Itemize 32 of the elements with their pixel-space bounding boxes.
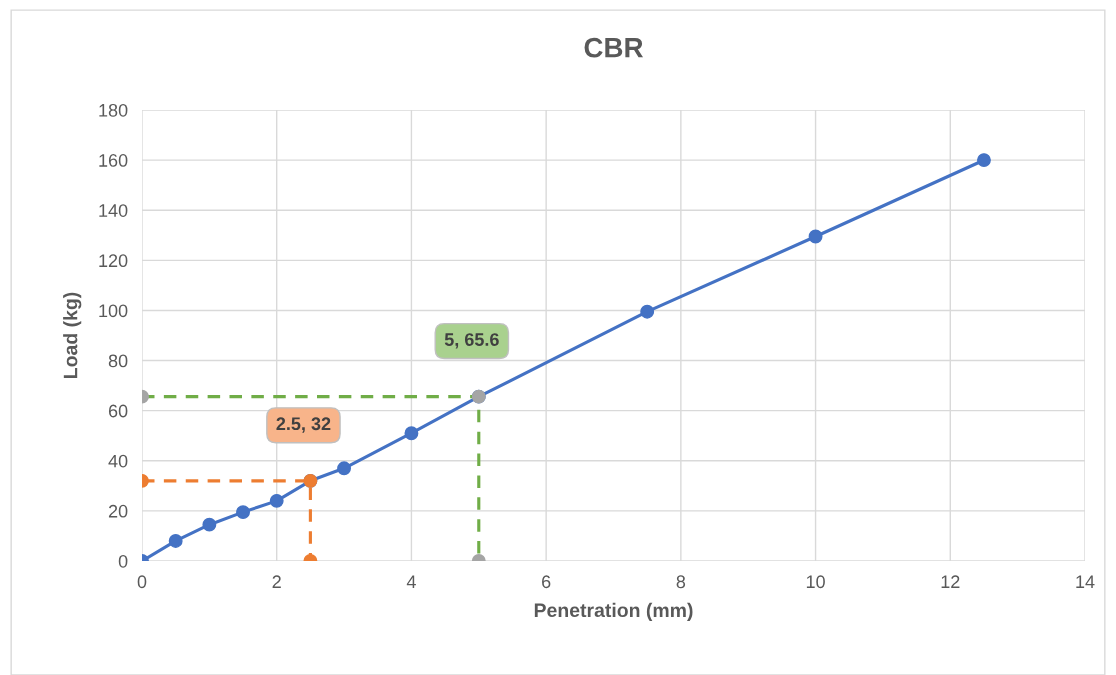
y-tick-label: 160: [99, 154, 128, 167]
point: [404, 426, 419, 441]
y-tick-label: 0: [118, 554, 128, 568]
point: [269, 493, 284, 508]
x-tick-label: 2: [272, 575, 281, 588]
y-tick-label: 100: [99, 304, 128, 318]
y-tick-label: 180: [99, 103, 128, 117]
x-tick-label: 10: [806, 575, 825, 589]
x-tick-label: 12: [941, 575, 960, 588]
x-tick-label: 8: [676, 575, 686, 589]
y-tick-label: 120: [99, 254, 128, 268]
point: [236, 505, 250, 520]
point: [808, 229, 823, 244]
point: [202, 517, 217, 532]
y-tick-label: 20: [108, 504, 128, 518]
point: [168, 534, 183, 548]
point: [640, 304, 655, 319]
x-tick-label: 14: [1076, 575, 1095, 588]
x-axis-title: Penetration (mm): [534, 602, 693, 621]
x-tick-label: 6: [542, 575, 551, 589]
y-axis-title: Load (kg): [63, 292, 82, 378]
annotation: 2.5, 32: [276, 417, 331, 433]
y-tick-label: 140: [99, 204, 128, 217]
y-tick-label: 80: [108, 354, 128, 368]
x-tick-label: 0: [137, 575, 147, 589]
annotation: 5, 65.6: [444, 333, 499, 349]
y-tick-label: 60: [108, 404, 128, 418]
y-tick-label: 40: [108, 454, 128, 468]
point: [977, 153, 991, 168]
point: [337, 461, 352, 476]
x-tick-label: 4: [406, 575, 416, 588]
chart-title: CBR: [584, 37, 644, 58]
